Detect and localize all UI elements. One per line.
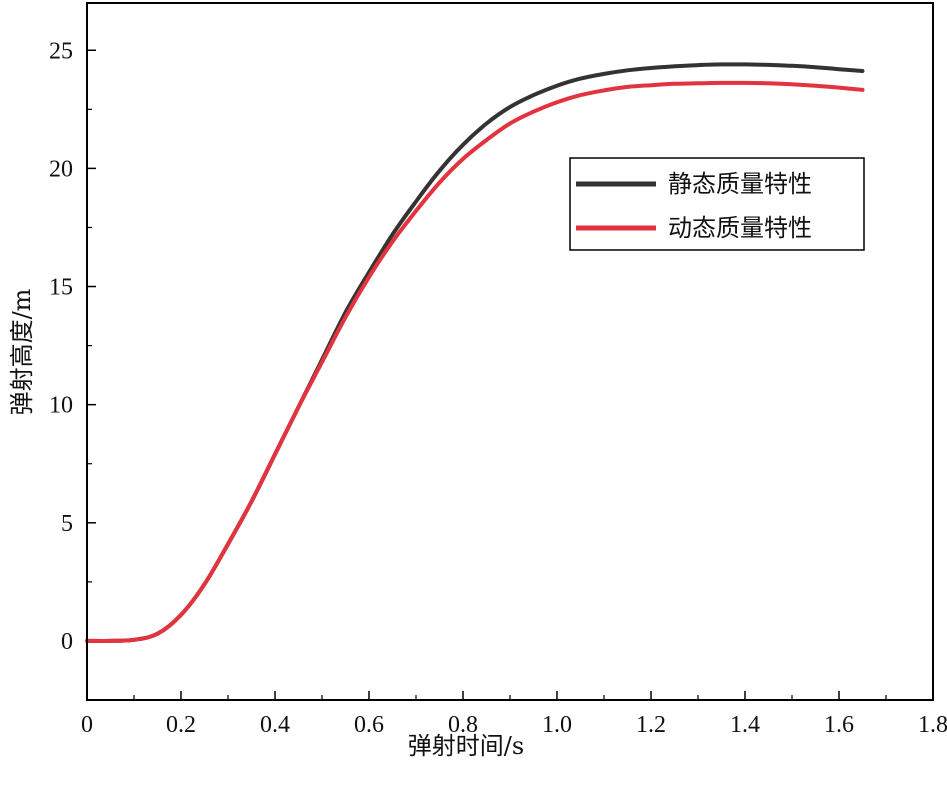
- x-tick-label: 0.4: [260, 712, 290, 738]
- x-tick-label: 0.6: [354, 712, 384, 738]
- x-tick-label: 1.8: [918, 712, 947, 738]
- y-tick-label: 15: [49, 275, 73, 301]
- x-axis-title: 弹射时间/s: [408, 732, 524, 760]
- legend-label-dynamic: 动态质量特性: [668, 214, 812, 242]
- y-tick-label: 5: [61, 511, 73, 537]
- y-tick-label: 25: [49, 38, 73, 64]
- x-tick-label: 0: [81, 712, 93, 738]
- plot-frame: [86, 2, 934, 701]
- legend-label-static: 静态质量特性: [668, 170, 812, 198]
- y-axis-title: 弹射高度/m: [8, 288, 36, 415]
- series-lines: [85, 62, 865, 643]
- y-tick-label: 20: [49, 156, 73, 182]
- x-tick-label: 1.0: [542, 712, 572, 738]
- x-tick-label: 1.6: [824, 712, 854, 738]
- axes: 0 0.2 0.4 0.6 0.8 1.0 1.2 1.4 1.6 1.8 0 5 10 15 20 25: [49, 38, 947, 738]
- series-line-dynamic: [85, 80, 865, 643]
- y-tick-label: 0: [61, 629, 73, 655]
- x-tick-label: 0.8: [448, 712, 478, 738]
- x-tick-label: 0.2: [166, 712, 196, 738]
- x-tick-label: 1.2: [636, 712, 666, 738]
- y-tick-label: 10: [49, 393, 73, 419]
- x-tick-label: 1.4: [730, 712, 760, 738]
- legend-box: [569, 157, 865, 251]
